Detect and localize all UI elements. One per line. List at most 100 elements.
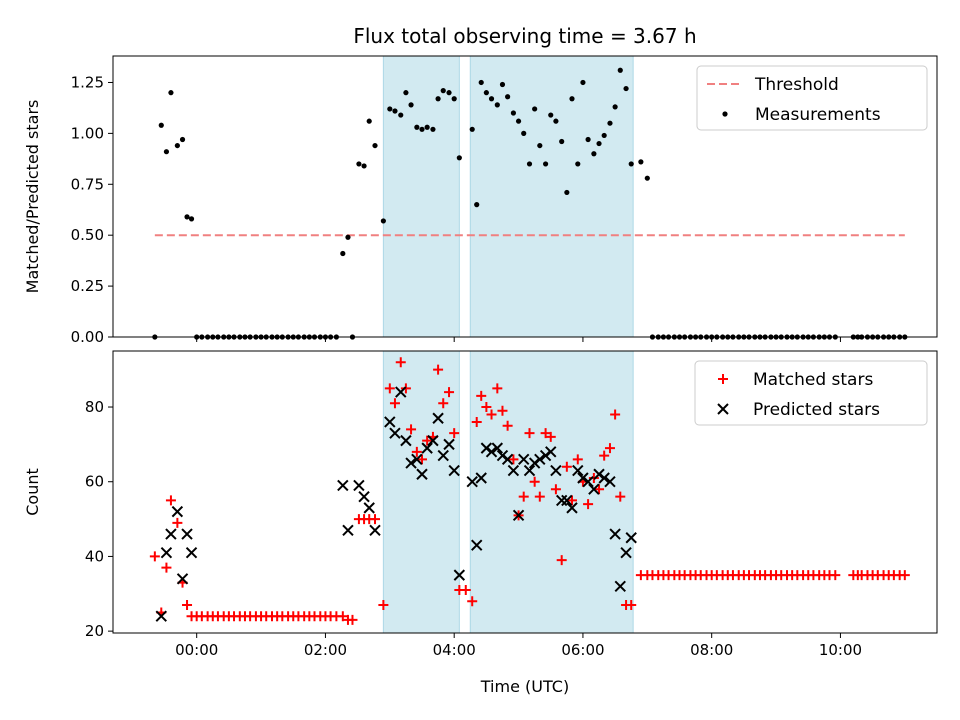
matched-star-point: [497, 405, 508, 416]
matched-star-point: [161, 562, 172, 573]
predicted-star-point: [545, 446, 557, 458]
measurement-point: [515, 118, 522, 124]
predicted-star-point: [485, 446, 498, 458]
y-tick-label: 1.25: [71, 73, 104, 91]
predicted-star-point: [572, 464, 584, 477]
measurement-point: [456, 155, 462, 161]
matched-star-point: [594, 484, 605, 495]
predicted-star-point: [598, 472, 610, 484]
predicted-star-point: [411, 453, 423, 466]
measurement-point: [356, 161, 362, 167]
measurement-point: [451, 96, 457, 102]
predicted-star-point: [342, 524, 354, 536]
measurement-point: [392, 108, 398, 114]
matched-star-point: [400, 383, 411, 394]
matched-star-point: [378, 599, 389, 610]
matched-star-point: [508, 454, 519, 465]
measurement-point: [398, 112, 404, 118]
matched-star-point: [411, 446, 422, 457]
predicted-star-point: [550, 464, 562, 477]
predicted-star-point: [160, 546, 173, 559]
measurement-point: [488, 96, 495, 102]
legend-entry-label: Threshold: [754, 75, 839, 95]
predicted-star-point: [405, 457, 417, 469]
matched-star-point: [165, 495, 176, 506]
top-panel: 0.00 0.25 0.50 0.75 1.00 1.25 Matched/Predicte…: [23, 55, 938, 346]
measurement-point: [174, 142, 180, 149]
measurement-point: [526, 161, 533, 167]
x-tick-label: 04:00: [433, 641, 476, 659]
measurement-point: [380, 218, 386, 224]
observing-span-2: [469, 55, 634, 338]
measurement-point: [387, 106, 393, 112]
x-tick-label: 10:00: [819, 641, 862, 659]
predicted-star-point: [604, 476, 616, 488]
predicted-star-point: [496, 449, 509, 462]
legend-entry-label: Predicted stars: [753, 400, 880, 420]
predicted-star-point: [566, 502, 578, 514]
measurement-point: [617, 67, 623, 73]
predicted-star-point: [491, 442, 504, 454]
measurement-point: [483, 90, 489, 96]
predicted-star-point: [165, 528, 177, 540]
measurement-point: [435, 96, 441, 102]
matched-star-point: [615, 491, 626, 502]
matched-star-point: [529, 476, 540, 487]
measurement-point: [361, 163, 367, 169]
y-tick-label: 40: [85, 547, 104, 565]
observing-span-1: [382, 350, 460, 634]
predicted-star-point: [518, 453, 530, 466]
measurement-point: [158, 122, 164, 128]
measurement-point: [596, 140, 602, 147]
y-axis-label: Matched/Predicted stars: [23, 100, 42, 294]
measurement-point: [494, 102, 500, 108]
measurement-point: [478, 79, 484, 86]
predicted-star-point: [432, 412, 444, 424]
predicted-star-point: [384, 416, 396, 428]
matched-star-point: [337, 611, 348, 622]
measurement-point: [474, 202, 480, 208]
legend-predicted-swatch: [717, 403, 729, 415]
predicted-star-point: [185, 546, 198, 559]
legend-box: [694, 360, 928, 426]
predicted-star-point: [480, 442, 493, 454]
matched-star-point: [604, 443, 615, 454]
predicted-star-point: [437, 449, 449, 462]
x-tick-label: 06:00: [561, 641, 604, 659]
measurement-point: [543, 161, 549, 167]
bottom-panel: 00:00 02:00 04:00 06:00 08:00 10:00 20 40 60 80 Co…: [23, 350, 938, 696]
predicted-star-point: [501, 453, 514, 466]
matched-star-point: [545, 431, 556, 442]
legend-entry-label: Matched stars: [753, 370, 873, 390]
matched-star-point: [502, 420, 513, 431]
predicted-star-point: [448, 464, 460, 477]
matched-star-point: [347, 614, 358, 625]
matched-star-point: [460, 585, 471, 596]
matched-star-point: [550, 484, 561, 495]
predicted-star-point: [453, 569, 466, 581]
measurement-point: [553, 118, 559, 124]
matched-star-point: [561, 461, 572, 472]
measurement-point: [469, 126, 475, 132]
matched-star-point: [433, 364, 444, 375]
matched-star-point: [389, 398, 400, 409]
matched-star-point: [449, 428, 460, 439]
measurement-point: [644, 175, 650, 181]
measurement-point: [446, 90, 452, 96]
matched-star-point: [182, 599, 193, 610]
measurement-point: [532, 106, 538, 112]
matched-star-point: [524, 428, 535, 439]
legend-measurement-swatch: [722, 111, 728, 117]
matched-star-point: [556, 555, 567, 566]
predicted-star-point: [555, 494, 568, 507]
predicted-star-point: [561, 494, 573, 507]
matched-star-point: [370, 514, 381, 525]
predicted-star-point: [614, 580, 626, 593]
matched-star-point: [481, 402, 492, 413]
predicted-star-point: [421, 442, 433, 454]
matched-star-point: [384, 383, 395, 394]
predicted-star-point: [337, 479, 349, 492]
x-axis-label: Time (UTC): [480, 677, 569, 696]
predicted-star-point: [181, 528, 193, 540]
predicted-star-point: [176, 573, 189, 585]
